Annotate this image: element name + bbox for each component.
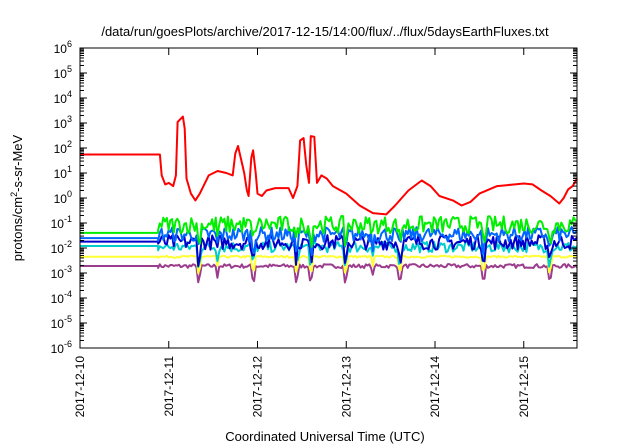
- plot-frame: [79, 47, 578, 349]
- flux-series-line: [80, 254, 578, 275]
- y-tick-label: 10-5: [51, 314, 72, 331]
- x-axis-ticks: 2017-12-10 2017-12-11 2017-12-12 2017-12-13…: [73, 48, 531, 417]
- y-tick-label: 10-3: [51, 264, 72, 281]
- x-tick-label: 2017-12-14: [428, 356, 442, 418]
- y-tick-label: 10-6: [51, 339, 72, 356]
- chart-title: /data/run/goesPlots/archive/2017-12-15/1…: [101, 24, 549, 39]
- x-tick-label: 2017-12-10: [73, 356, 87, 418]
- y-tick-label: 101: [54, 164, 72, 181]
- y-tick-label: 100: [54, 189, 72, 206]
- y-axis-ticks: 10-6 10-5 10-4 10-3 10-2 10-1 100 101 102 103 104 1…: [51, 39, 577, 356]
- flux-series-line: [80, 115, 578, 216]
- y-tick-label: 10-1: [51, 214, 72, 231]
- flux-series-line: [80, 263, 578, 284]
- x-tick-label: 2017-12-13: [339, 356, 353, 418]
- y-tick-label: 106: [54, 39, 72, 56]
- x-tick-label: 2017-12-12: [251, 356, 265, 418]
- y-tick-label: 10-4: [51, 289, 72, 306]
- y-tick-label: 103: [54, 114, 72, 131]
- y-axis-label-rest: -s-sr-MeV: [10, 134, 25, 191]
- y-tick-label: 10-2: [51, 239, 72, 256]
- x-tick-label: 2017-12-15: [517, 356, 531, 418]
- x-tick-label: 2017-12-11: [162, 356, 176, 417]
- y-tick-label: 104: [54, 89, 72, 106]
- flux-series-line: [80, 215, 578, 248]
- y-tick-label: 102: [54, 139, 72, 156]
- y-axis-label-base: protons/cm: [10, 197, 25, 261]
- series-layer: [80, 115, 578, 284]
- y-axis-label-superscript: 2: [9, 192, 19, 197]
- y-axis-label: protons/cm2-s-sr-MeV: [9, 134, 25, 261]
- x-axis-label: Coordinated Universal Time (UTC): [225, 429, 424, 444]
- y-tick-label: 105: [54, 64, 72, 81]
- flux-series-line: [80, 234, 578, 267]
